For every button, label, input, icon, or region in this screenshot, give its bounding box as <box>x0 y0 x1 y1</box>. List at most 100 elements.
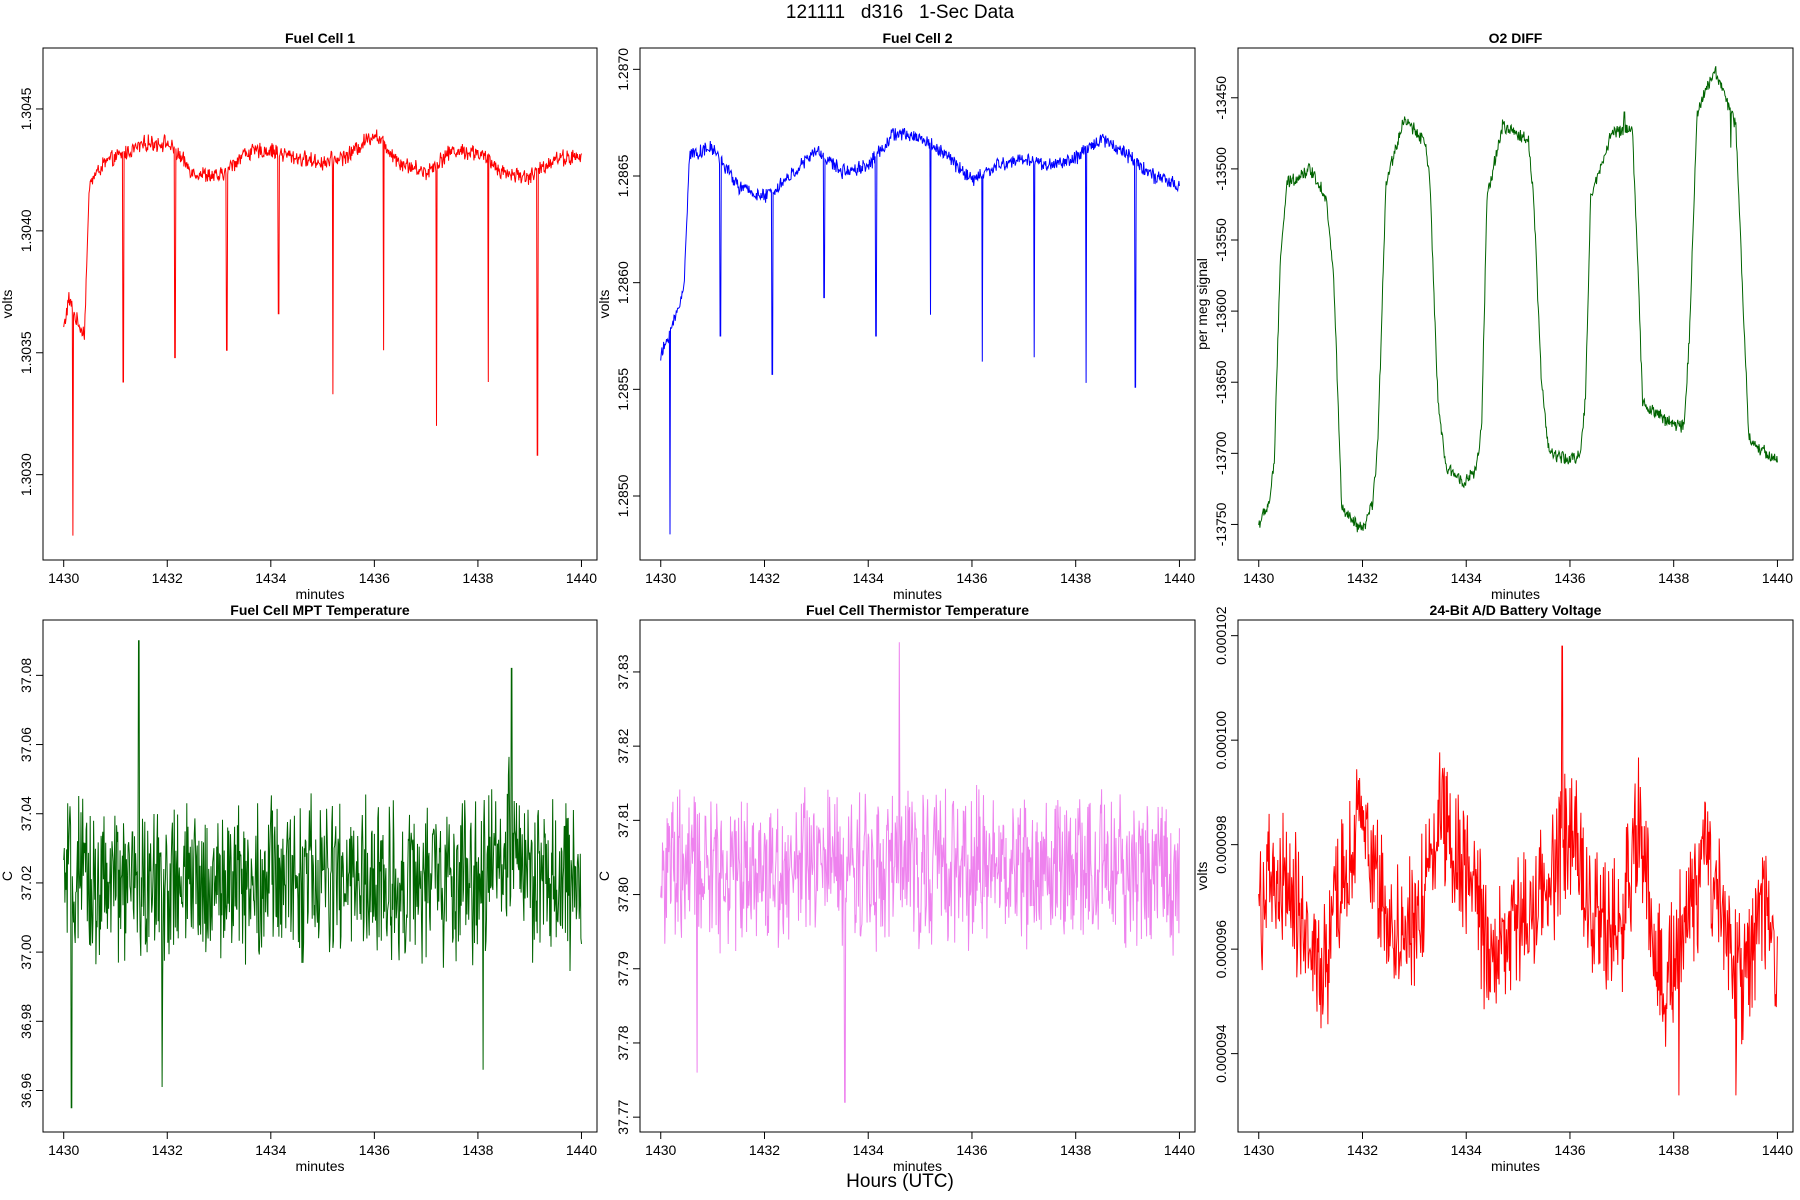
plot-frame <box>639 47 1196 561</box>
x-tick-label: 1440 <box>566 1142 597 1158</box>
y-tick-label: 37.79 <box>615 951 631 986</box>
chart-panel-6: 24-Bit A/D Battery Voltage 1430 1432 1434 14… <box>1194 602 1794 1174</box>
y-tick-label: 1.3045 <box>18 87 34 130</box>
chart-panel-2: Fuel Cell 2 1430 1432 1434 1436 1438 1440 minut… <box>596 30 1196 602</box>
x-tick-label: 1438 <box>462 1142 493 1158</box>
y-tick-label: 0.000098 <box>1213 815 1229 874</box>
y-tick-label: 1.2870 <box>615 48 631 91</box>
plot-frame <box>1237 619 1794 1133</box>
x-tick-label: 1430 <box>48 570 79 586</box>
x-tick-label: 1432 <box>1347 1142 1378 1158</box>
y-tick-label: 1.2860 <box>615 261 631 304</box>
series-line <box>1258 66 1778 533</box>
y-tick-label: -13550 <box>1213 218 1229 262</box>
y-tick-label: 37.81 <box>615 803 631 838</box>
y-axis-label: volts <box>0 290 15 319</box>
x-tick-label: 1438 <box>1658 570 1689 586</box>
y-tick-label: -13500 <box>1213 147 1229 191</box>
series-line <box>63 640 582 1109</box>
chart-title: Fuel Cell Thermistor Temperature <box>806 602 1029 618</box>
y-tick-label: 1.2865 <box>615 154 631 197</box>
y-tick-label: 1.3035 <box>18 331 34 374</box>
y-tick-label: 0.000094 <box>1213 1024 1229 1083</box>
x-tick-label: 1436 <box>1554 570 1585 586</box>
y-tick-label: -13450 <box>1213 76 1229 120</box>
y-tick-label: 37.82 <box>615 728 631 763</box>
y-tick-label: 1.3040 <box>18 209 34 252</box>
x-tick-label: 1432 <box>749 570 780 586</box>
y-tick-label: 1.3030 <box>18 453 34 496</box>
chart-title: Fuel Cell MPT Temperature <box>230 602 410 618</box>
x-axis-label: minutes <box>295 1158 344 1174</box>
y-tick-label: 37.83 <box>615 654 631 689</box>
series-line <box>1258 645 1778 1096</box>
x-tick-label: 1440 <box>1164 570 1195 586</box>
chart-panel-3: O2 DIFF 1430 1432 1434 1436 1438 1440 minutes -1… <box>1194 30 1794 602</box>
series-line <box>660 642 1180 1103</box>
chart-title: 24-Bit A/D Battery Voltage <box>1430 602 1602 618</box>
x-tick-label: 1430 <box>1243 570 1274 586</box>
x-tick-label: 1434 <box>853 1142 884 1158</box>
y-tick-label: 36.98 <box>18 1004 34 1039</box>
y-tick-label: 37.02 <box>18 865 34 900</box>
x-tick-label: 1432 <box>152 570 183 586</box>
x-tick-label: 1434 <box>1451 1142 1482 1158</box>
y-tick-label: 37.80 <box>615 877 631 912</box>
x-tick-label: 1430 <box>1243 1142 1274 1158</box>
x-tick-label: 1432 <box>1347 570 1378 586</box>
x-tick-label: 1436 <box>359 570 390 586</box>
chart-title: O2 DIFF <box>1489 30 1543 46</box>
y-tick-label: 37.00 <box>18 934 34 969</box>
x-tick-label: 1434 <box>255 570 286 586</box>
y-tick-label: 1.2850 <box>615 474 631 517</box>
y-tick-label: 0.000102 <box>1213 606 1229 665</box>
x-axis-label: minutes <box>1491 1158 1540 1174</box>
x-tick-label: 1432 <box>749 1142 780 1158</box>
y-axis-label: volts <box>596 290 612 319</box>
y-tick-label: 36.96 <box>18 1073 34 1108</box>
y-tick-label: -13750 <box>1213 502 1229 546</box>
y-tick-label: 37.77 <box>615 1099 631 1134</box>
chart-title: Fuel Cell 2 <box>882 30 952 46</box>
series-line <box>63 129 582 536</box>
y-tick-label: -13600 <box>1213 289 1229 333</box>
y-tick-label: 0.000096 <box>1213 920 1229 979</box>
y-axis-label: volts <box>1194 862 1210 891</box>
x-tick-label: 1438 <box>1060 570 1091 586</box>
x-tick-label: 1434 <box>255 1142 286 1158</box>
x-tick-label: 1432 <box>152 1142 183 1158</box>
x-tick-label: 1438 <box>1060 1142 1091 1158</box>
x-tick-label: 1430 <box>48 1142 79 1158</box>
plot-frame <box>42 47 598 561</box>
chart-title: Fuel Cell 1 <box>285 30 355 46</box>
figure-title: 121111 d316 1-Sec Data <box>785 2 1015 23</box>
y-tick-label: 0.000100 <box>1213 711 1229 770</box>
x-tick-label: 1436 <box>956 1142 987 1158</box>
x-tick-label: 1440 <box>566 570 597 586</box>
x-axis-label: minutes <box>1491 586 1540 602</box>
x-tick-label: 1440 <box>1164 1142 1195 1158</box>
x-tick-label: 1430 <box>645 1142 676 1158</box>
x-axis-label: minutes <box>893 586 942 602</box>
x-tick-label: 1436 <box>359 1142 390 1158</box>
chart-panel-5: Fuel Cell Thermistor Temperature 1430 1432… <box>596 602 1196 1174</box>
x-tick-label: 1436 <box>956 570 987 586</box>
x-tick-label: 1436 <box>1554 1142 1585 1158</box>
plot-frame <box>1237 47 1794 561</box>
x-tick-label: 1440 <box>1762 1142 1793 1158</box>
y-tick-label: -13700 <box>1213 431 1229 475</box>
x-axis-label: minutes <box>295 586 344 602</box>
x-tick-label: 1440 <box>1762 570 1793 586</box>
y-axis-label: per meg signal <box>1194 258 1210 350</box>
y-tick-label: 1.2855 <box>615 368 631 411</box>
y-axis-label: C <box>596 871 612 881</box>
x-tick-label: 1430 <box>645 570 676 586</box>
y-tick-label: -13650 <box>1213 360 1229 404</box>
x-tick-label: 1434 <box>853 570 884 586</box>
x-tick-label: 1438 <box>1658 1142 1689 1158</box>
y-tick-label: 37.78 <box>615 1025 631 1060</box>
footer-axis-label: Hours (UTC) <box>846 1171 954 1192</box>
x-tick-label: 1438 <box>462 570 493 586</box>
y-tick-label: 37.08 <box>18 658 34 693</box>
